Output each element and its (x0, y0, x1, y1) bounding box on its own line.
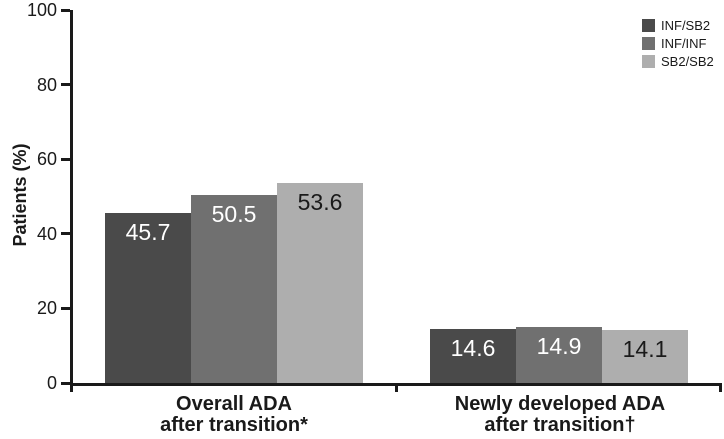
legend-label: INF/SB2 (661, 18, 711, 33)
bar-sb2-sb2: 53.6 (277, 183, 363, 383)
y-axis-tick-label: 0 (46, 373, 57, 393)
x-axis-category-line: Newly developed ADA (454, 393, 666, 415)
legend: INF/SB2 INF/INF SB2/SB2 (642, 19, 714, 73)
bar-value-label: 14.9 (536, 333, 582, 359)
bar-value-label: 53.6 (297, 189, 343, 215)
y-axis-tick (61, 307, 70, 310)
bar-inf-sb2: 14.6 (430, 329, 516, 383)
bar-sb2-sb2: 14.1 (602, 330, 688, 383)
legend-item: INF/INF (642, 37, 714, 50)
bar-inf-inf: 50.5 (191, 195, 277, 383)
y-axis-title: Patients (%) (10, 143, 30, 247)
bar-inf-inf: 14.9 (516, 327, 602, 383)
bar-value-label: 50.5 (211, 201, 257, 227)
y-axis-tick-label: 80 (36, 75, 57, 95)
legend-swatch (642, 19, 655, 32)
y-axis-tick-label: 40 (36, 224, 57, 244)
x-axis-tick (395, 383, 398, 392)
legend-label: INF/INF (661, 36, 707, 51)
y-axis-tick-label: 20 (36, 298, 57, 318)
y-axis-tick-label: 60 (36, 149, 57, 169)
x-axis-category-line: Overall ADA (176, 393, 292, 415)
y-axis-tick (61, 158, 70, 161)
legend-label: SB2/SB2 (661, 54, 714, 69)
bar-inf-sb2: 45.7 (105, 213, 191, 383)
y-axis-tick (61, 9, 70, 12)
legend-swatch (642, 37, 655, 50)
legend-swatch (642, 55, 655, 68)
x-axis-category-label: Newly developed ADA after transition† (390, 394, 724, 436)
y-axis-tick (61, 232, 70, 235)
legend-item: INF/SB2 (642, 19, 714, 32)
y-axis-line (70, 10, 73, 392)
y-axis-tick (61, 83, 70, 86)
bar-value-label: 14.6 (450, 335, 496, 361)
x-axis-category-label: Overall ADA after transition* (64, 394, 404, 436)
x-axis-category-line: after transition* (160, 414, 308, 436)
x-axis-tick (719, 383, 722, 392)
legend-item: SB2/SB2 (642, 55, 714, 68)
bar-value-label: 45.7 (125, 219, 171, 245)
y-axis-tick-label: 100 (26, 0, 57, 20)
x-axis-category-line: after transition† (484, 414, 636, 436)
y-axis-tick (61, 382, 70, 385)
bar-value-label: 14.1 (622, 336, 668, 362)
